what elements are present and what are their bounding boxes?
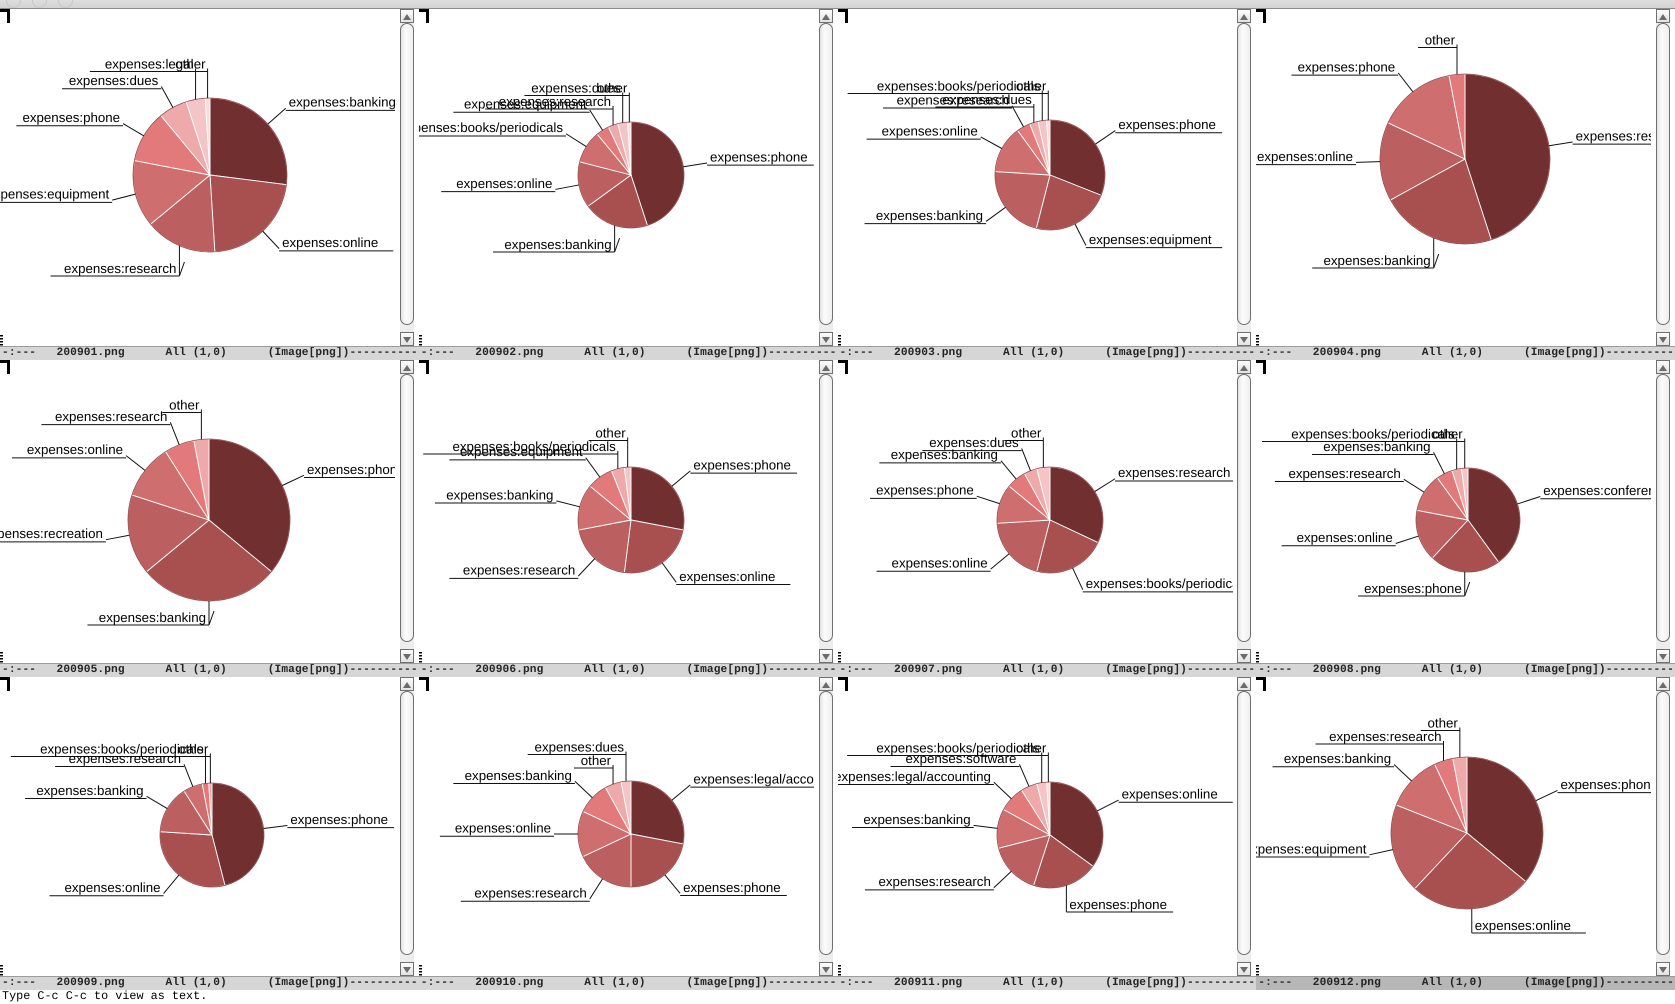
- svg-text:other: other: [1433, 427, 1464, 442]
- svg-text:expenses:research: expenses:research: [474, 886, 586, 901]
- svg-text:expenses:phone: expenses:phone: [710, 149, 808, 164]
- svg-text:expenses:dues: expenses:dues: [69, 73, 159, 88]
- svg-text:other: other: [1016, 741, 1047, 756]
- svg-text:expenses:research: expenses:research: [64, 261, 176, 276]
- svg-text:other: other: [178, 742, 209, 757]
- svg-text:expenses:online: expenses:online: [27, 442, 123, 457]
- svg-text:other: other: [1428, 716, 1459, 731]
- svg-text:expenses:phone: expenses:phone: [290, 812, 388, 827]
- svg-text:expenses:online: expenses:online: [1257, 149, 1353, 164]
- svg-text:expenses:online: expenses:online: [456, 176, 552, 191]
- svg-text:expenses:equipment: expenses:equipment: [0, 187, 109, 202]
- svg-text:expenses:conference: expenses:conference: [1544, 483, 1652, 498]
- svg-text:expenses:equipment: expenses:equipment: [1088, 232, 1211, 247]
- svg-text:expenses:banking: expenses:banking: [464, 768, 571, 783]
- svg-text:expenses:banking: expenses:banking: [504, 237, 611, 252]
- svg-text:expenses:dues: expenses:dues: [534, 740, 624, 755]
- svg-text:expenses:research: expenses:research: [878, 874, 990, 889]
- svg-text:expenses:dues: expenses:dues: [929, 435, 1019, 450]
- svg-text:expenses:phone: expenses:phone: [1561, 777, 1652, 792]
- svg-text:expenses:phone: expenses:phone: [307, 462, 395, 477]
- svg-text:expenses:recreation: expenses:recreation: [0, 526, 103, 541]
- svg-text:expenses:banking: expenses:banking: [446, 487, 553, 502]
- svg-text:expenses:books/periodicals: expenses:books/periodicals: [1085, 576, 1232, 591]
- svg-text:expenses:books/periodicals: expenses:books/periodicals: [419, 120, 563, 135]
- svg-text:expenses:online: expenses:online: [1475, 918, 1571, 933]
- svg-text:other: other: [175, 57, 206, 72]
- svg-text:expenses:equipment: expenses:equipment: [1256, 841, 1367, 856]
- svg-text:expenses:research: expenses:research: [463, 563, 575, 578]
- svg-text:expenses:online: expenses:online: [1297, 530, 1393, 545]
- svg-text:expenses:research: expenses:research: [1289, 466, 1401, 481]
- svg-text:expenses:research: expenses:research: [1118, 465, 1230, 480]
- svg-text:expenses:phone: expenses:phone: [1364, 581, 1462, 596]
- svg-text:expenses:online: expenses:online: [679, 569, 775, 584]
- svg-text:expenses:banking: expenses:banking: [875, 208, 982, 223]
- svg-text:expenses:banking: expenses:banking: [36, 783, 143, 798]
- svg-text:expenses:phone: expenses:phone: [1298, 59, 1396, 74]
- svg-text:expenses:online: expenses:online: [64, 880, 160, 895]
- svg-text:expenses:legal/accounting: expenses:legal/accounting: [838, 769, 991, 784]
- svg-text:expenses:online: expenses:online: [1121, 787, 1217, 802]
- svg-text:expenses:phone: expenses:phone: [1118, 117, 1216, 132]
- svg-text:expenses:banking: expenses:banking: [863, 812, 970, 827]
- svg-text:other: other: [169, 398, 200, 413]
- svg-text:other: other: [1425, 33, 1456, 48]
- svg-text:expenses:banking: expenses:banking: [1324, 439, 1431, 454]
- svg-text:expenses:online: expenses:online: [891, 556, 987, 571]
- svg-text:expenses:online: expenses:online: [455, 821, 551, 836]
- svg-text:expenses:phone: expenses:phone: [693, 457, 791, 472]
- svg-text:expenses:research: expenses:research: [1329, 729, 1441, 744]
- svg-text:expenses:research: expenses:research: [1576, 128, 1651, 143]
- svg-text:other: other: [1015, 79, 1046, 94]
- svg-text:expenses:phone: expenses:phone: [683, 880, 781, 895]
- svg-text:expenses:phone: expenses:phone: [1069, 897, 1167, 912]
- svg-text:expenses:research: expenses:research: [55, 409, 167, 424]
- svg-text:expenses:research: expenses:research: [69, 751, 181, 766]
- svg-text:expenses:online: expenses:online: [282, 235, 378, 250]
- svg-text:expenses:banking: expenses:banking: [289, 95, 395, 110]
- svg-text:expenses:equipment: expenses:equipment: [464, 96, 587, 111]
- svg-text:expenses:legal/accounting: expenses:legal/accounting: [693, 771, 814, 786]
- svg-text:expenses:banking: expenses:banking: [1284, 751, 1391, 766]
- svg-text:expenses:equipment: expenses:equipment: [460, 444, 583, 459]
- svg-text:expenses:research: expenses:research: [896, 92, 1008, 107]
- svg-text:expenses:phone: expenses:phone: [876, 483, 974, 498]
- svg-text:expenses:banking: expenses:banking: [99, 610, 206, 625]
- svg-text:other: other: [580, 753, 611, 768]
- svg-text:expenses:banking: expenses:banking: [1324, 253, 1431, 268]
- svg-text:expenses:software: expenses:software: [905, 751, 1016, 766]
- svg-text:other: other: [595, 426, 626, 441]
- svg-text:expenses:phone: expenses:phone: [22, 110, 120, 125]
- svg-text:other: other: [597, 81, 628, 96]
- svg-text:expenses:online: expenses:online: [881, 123, 977, 138]
